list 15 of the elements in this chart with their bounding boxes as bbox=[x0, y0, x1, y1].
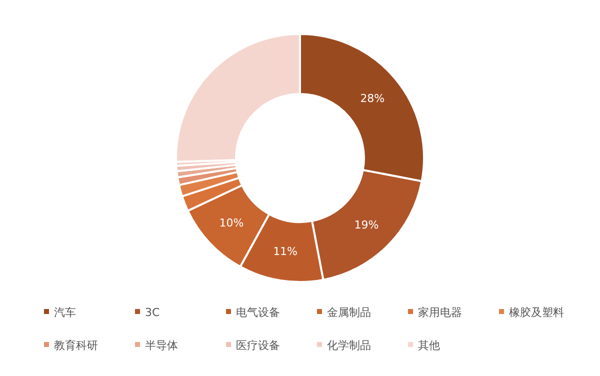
legend-label: 电气设备 bbox=[236, 306, 280, 319]
legend-label: 医疗设备 bbox=[236, 339, 280, 352]
data-label: 28% bbox=[360, 92, 385, 106]
data-label: 11% bbox=[273, 244, 298, 258]
legend-label: 其他 bbox=[418, 339, 440, 352]
legend-label: 化学制品 bbox=[327, 339, 371, 352]
legend-label: 半导体 bbox=[145, 339, 178, 352]
legend-label: 教育科研 bbox=[54, 339, 98, 352]
legend-label: 汽车 bbox=[54, 306, 76, 319]
legend-label: 3C bbox=[145, 306, 160, 319]
legend-label: 金属制品 bbox=[327, 306, 371, 319]
data-label: 19% bbox=[354, 218, 379, 232]
legend-label: 橡胶及塑料 bbox=[509, 306, 564, 319]
data-label: 10% bbox=[219, 216, 244, 230]
legend-label: 家用电器 bbox=[418, 306, 462, 319]
